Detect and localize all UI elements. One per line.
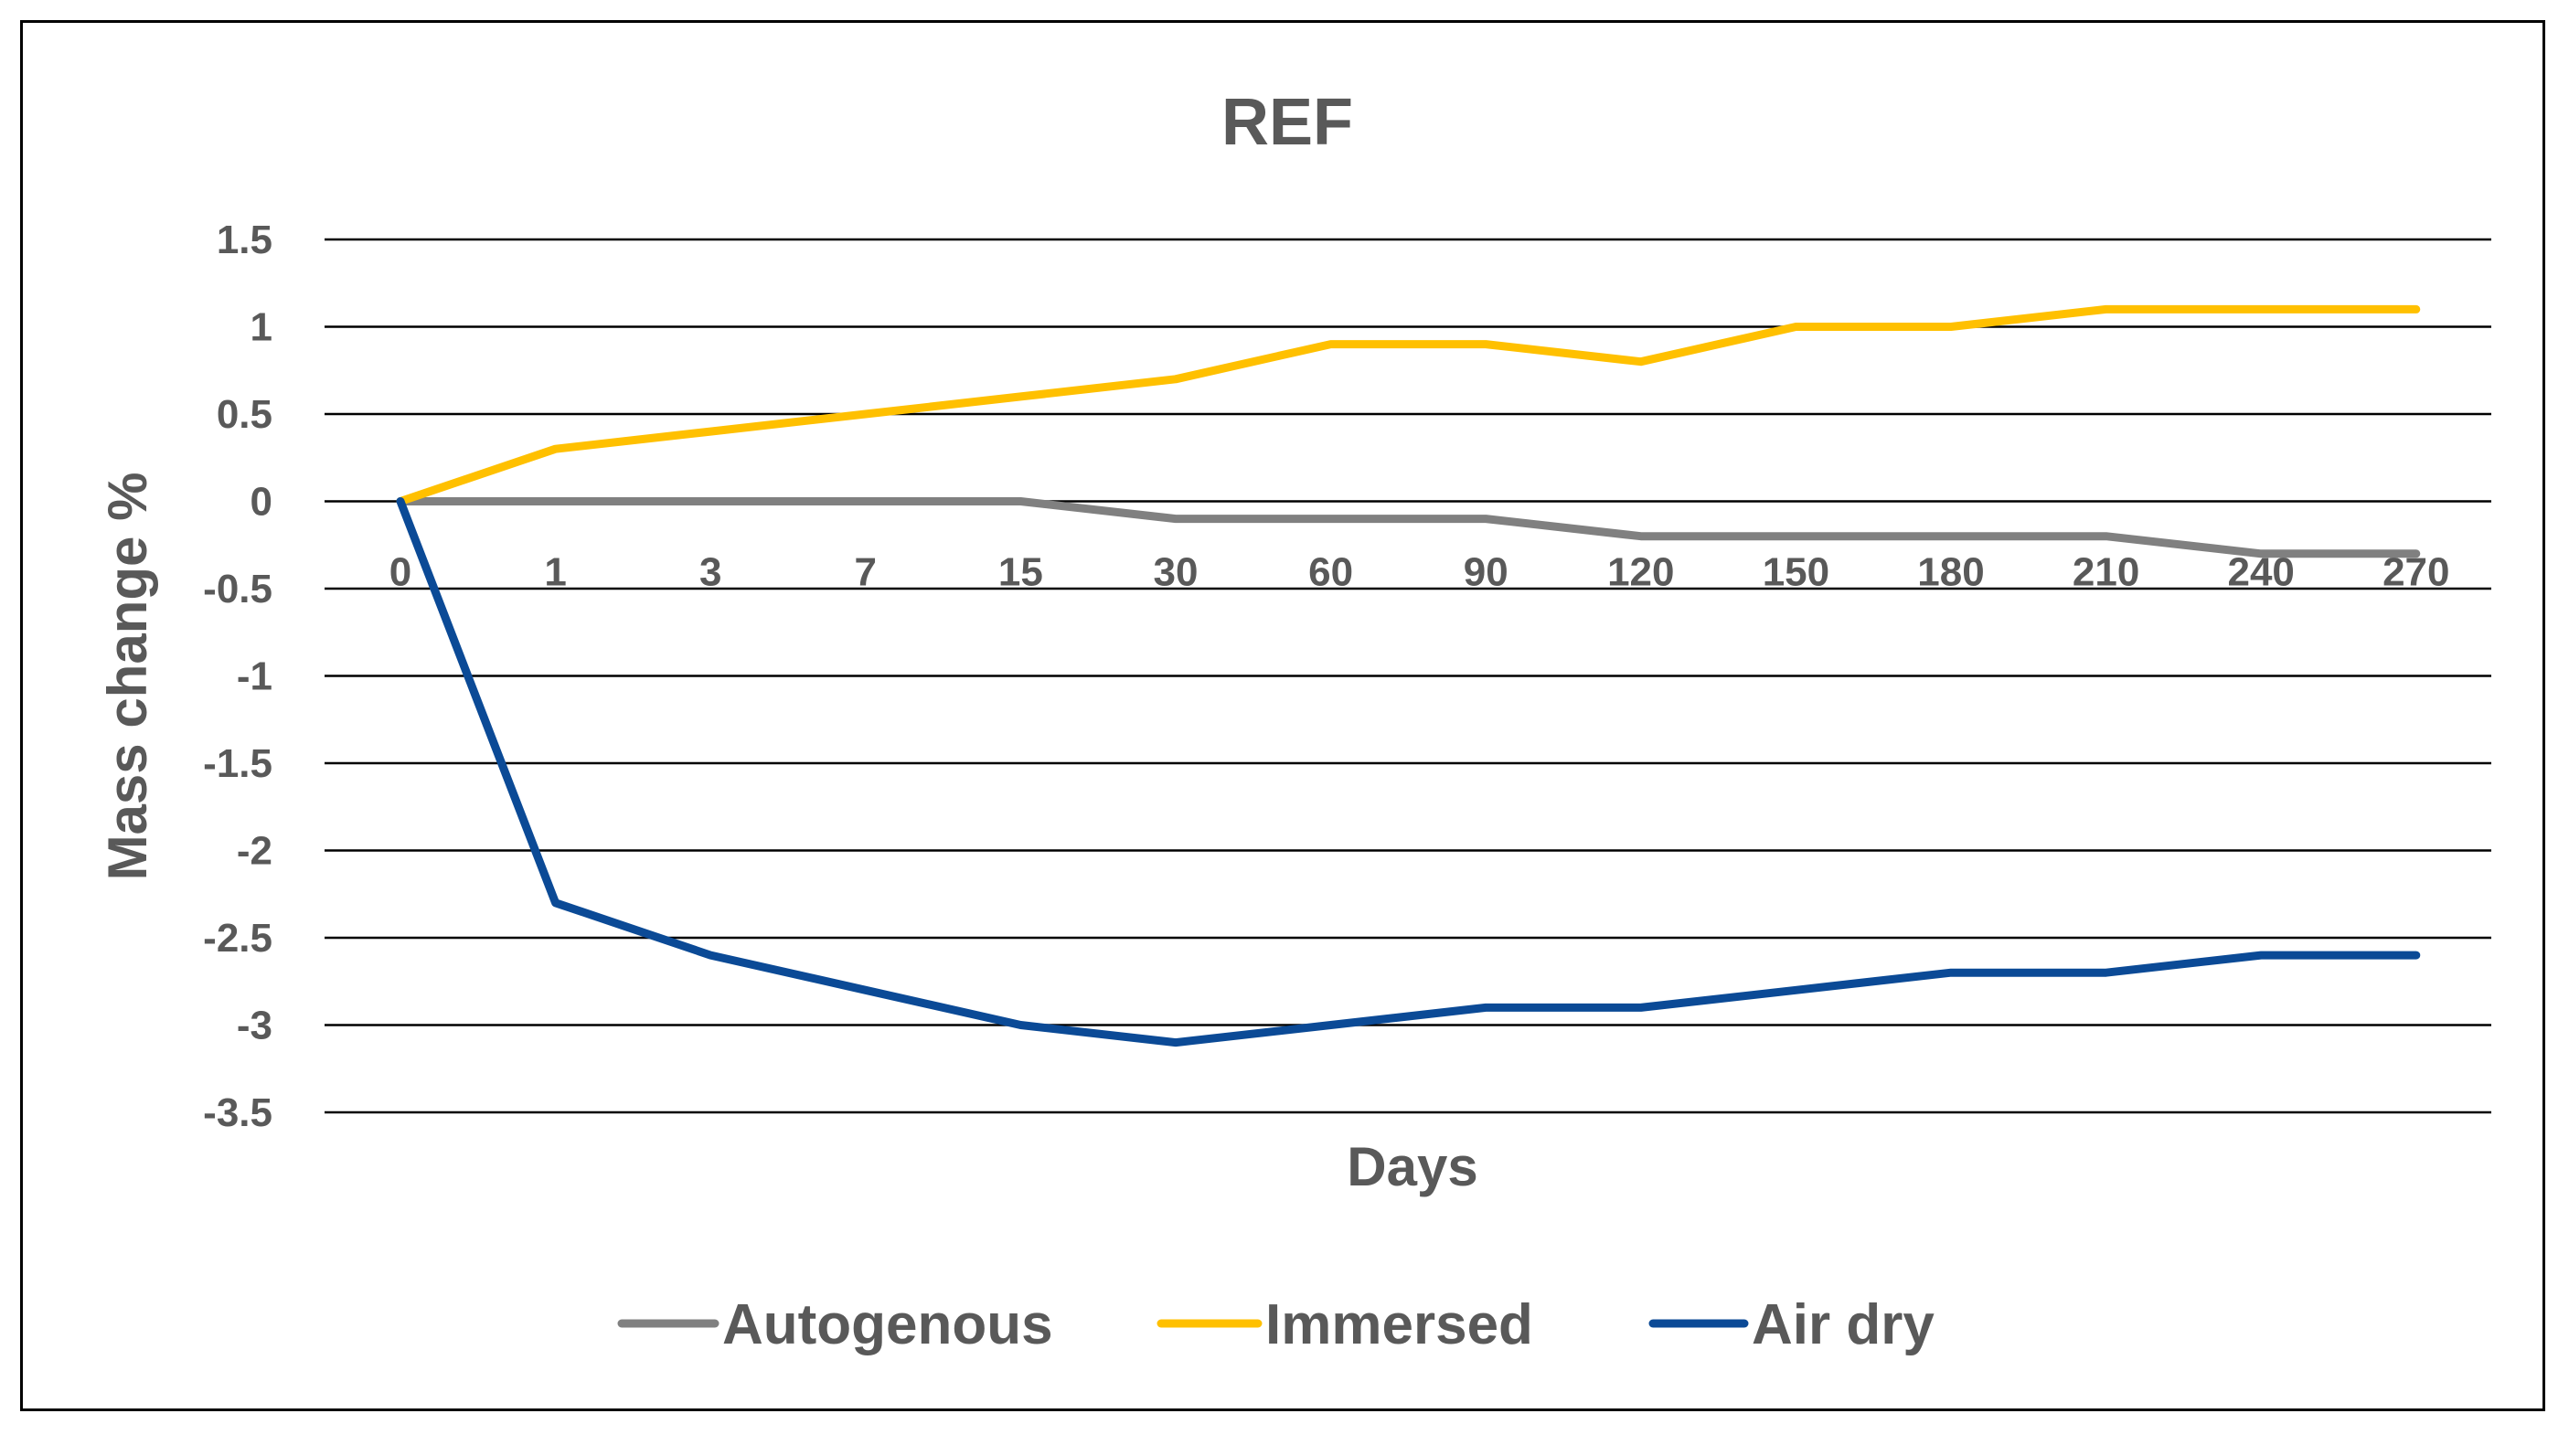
x-tick-label: 3 — [699, 550, 721, 595]
series-line-immersed — [396, 304, 2421, 505]
x-tick-label: 60 — [1308, 550, 1353, 595]
legend: Autogenous Immersed Air dry — [617, 1293, 1935, 1356]
x-tick-label: 150 — [1763, 550, 1829, 595]
x-tick-label: 0 — [389, 550, 411, 595]
series-line-air-dry — [396, 497, 2421, 1047]
y-tick-label: -3 — [237, 1004, 272, 1048]
legend-label: Air dry — [1752, 1293, 1935, 1356]
series-line-autogenous — [396, 497, 2421, 558]
x-tick-label: 180 — [1917, 550, 1984, 595]
x-tick-label: 120 — [1607, 550, 1674, 595]
legend-item: Autogenous — [617, 1293, 1053, 1356]
x-axis-ticks: 0 1 3 7 15 30 60 90 120 150 180 210 240 270 — [389, 550, 2450, 595]
y-tick-label: 1 — [251, 305, 272, 350]
y-tick-label: 0.5 — [217, 392, 272, 437]
legend-item: Air dry — [1648, 1293, 1935, 1356]
y-tick-label: -1.5 — [203, 741, 272, 786]
legend-item: Immersed — [1157, 1293, 1533, 1356]
y-axis-title: Mass change % — [97, 473, 158, 881]
legend-label: Immersed — [1265, 1293, 1533, 1356]
y-tick-label: 1.5 — [217, 218, 272, 262]
y-tick-label: 0 — [251, 480, 272, 525]
x-tick-label: 90 — [1464, 550, 1508, 595]
series-lines — [396, 304, 2421, 1047]
x-tick-label: 210 — [2073, 550, 2139, 595]
x-axis-title: Days — [1347, 1136, 1477, 1197]
y-tick-label: -3.5 — [203, 1090, 272, 1135]
chart-frame — [20, 20, 2545, 1411]
legend-label: Autogenous — [722, 1293, 1053, 1356]
y-tick-label: -2 — [237, 829, 272, 874]
y-tick-label: -1 — [237, 654, 272, 699]
gridlines — [325, 238, 2491, 1114]
y-tick-label: -2.5 — [203, 916, 272, 961]
chart-title: REF — [1221, 86, 1353, 159]
y-axis-ticks: 1.5 1 0.5 0 -0.5 -1 -1.5 -2 -2.5 -3 -3.5 — [203, 218, 272, 1135]
y-tick-label: -0.5 — [203, 567, 272, 611]
x-tick-label: 7 — [855, 550, 877, 595]
x-tick-label: 30 — [1154, 550, 1199, 595]
x-tick-label: 15 — [998, 550, 1043, 595]
x-tick-label: 1 — [544, 550, 566, 595]
